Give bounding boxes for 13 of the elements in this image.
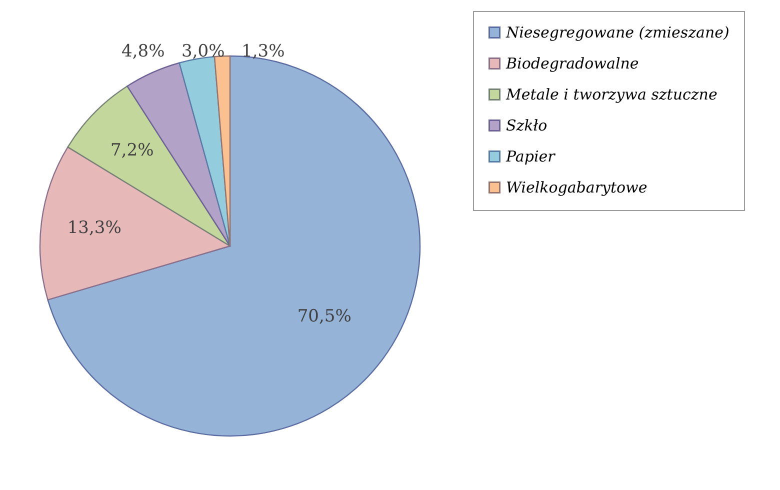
data-label: 13,3% — [67, 218, 122, 238]
legend-label: Metale i tworzywa sztuczne — [505, 86, 718, 104]
pie-slice — [67, 86, 231, 247]
data-label: 1,3% — [242, 42, 285, 62]
data-label: 4,8% — [122, 42, 165, 62]
data-label: 7,2% — [110, 140, 154, 160]
legend-label: Wielkogabarytowe — [506, 178, 648, 196]
legend-label: Szkło — [506, 116, 548, 134]
legend-label: Papier — [505, 148, 556, 166]
data-label: 70,5% — [297, 306, 352, 327]
legend-label: Biodegradowalne — [505, 54, 639, 72]
data-label: 3,0% — [182, 42, 225, 62]
legend-label: Niesegregowane (zmieszane) — [505, 24, 730, 42]
